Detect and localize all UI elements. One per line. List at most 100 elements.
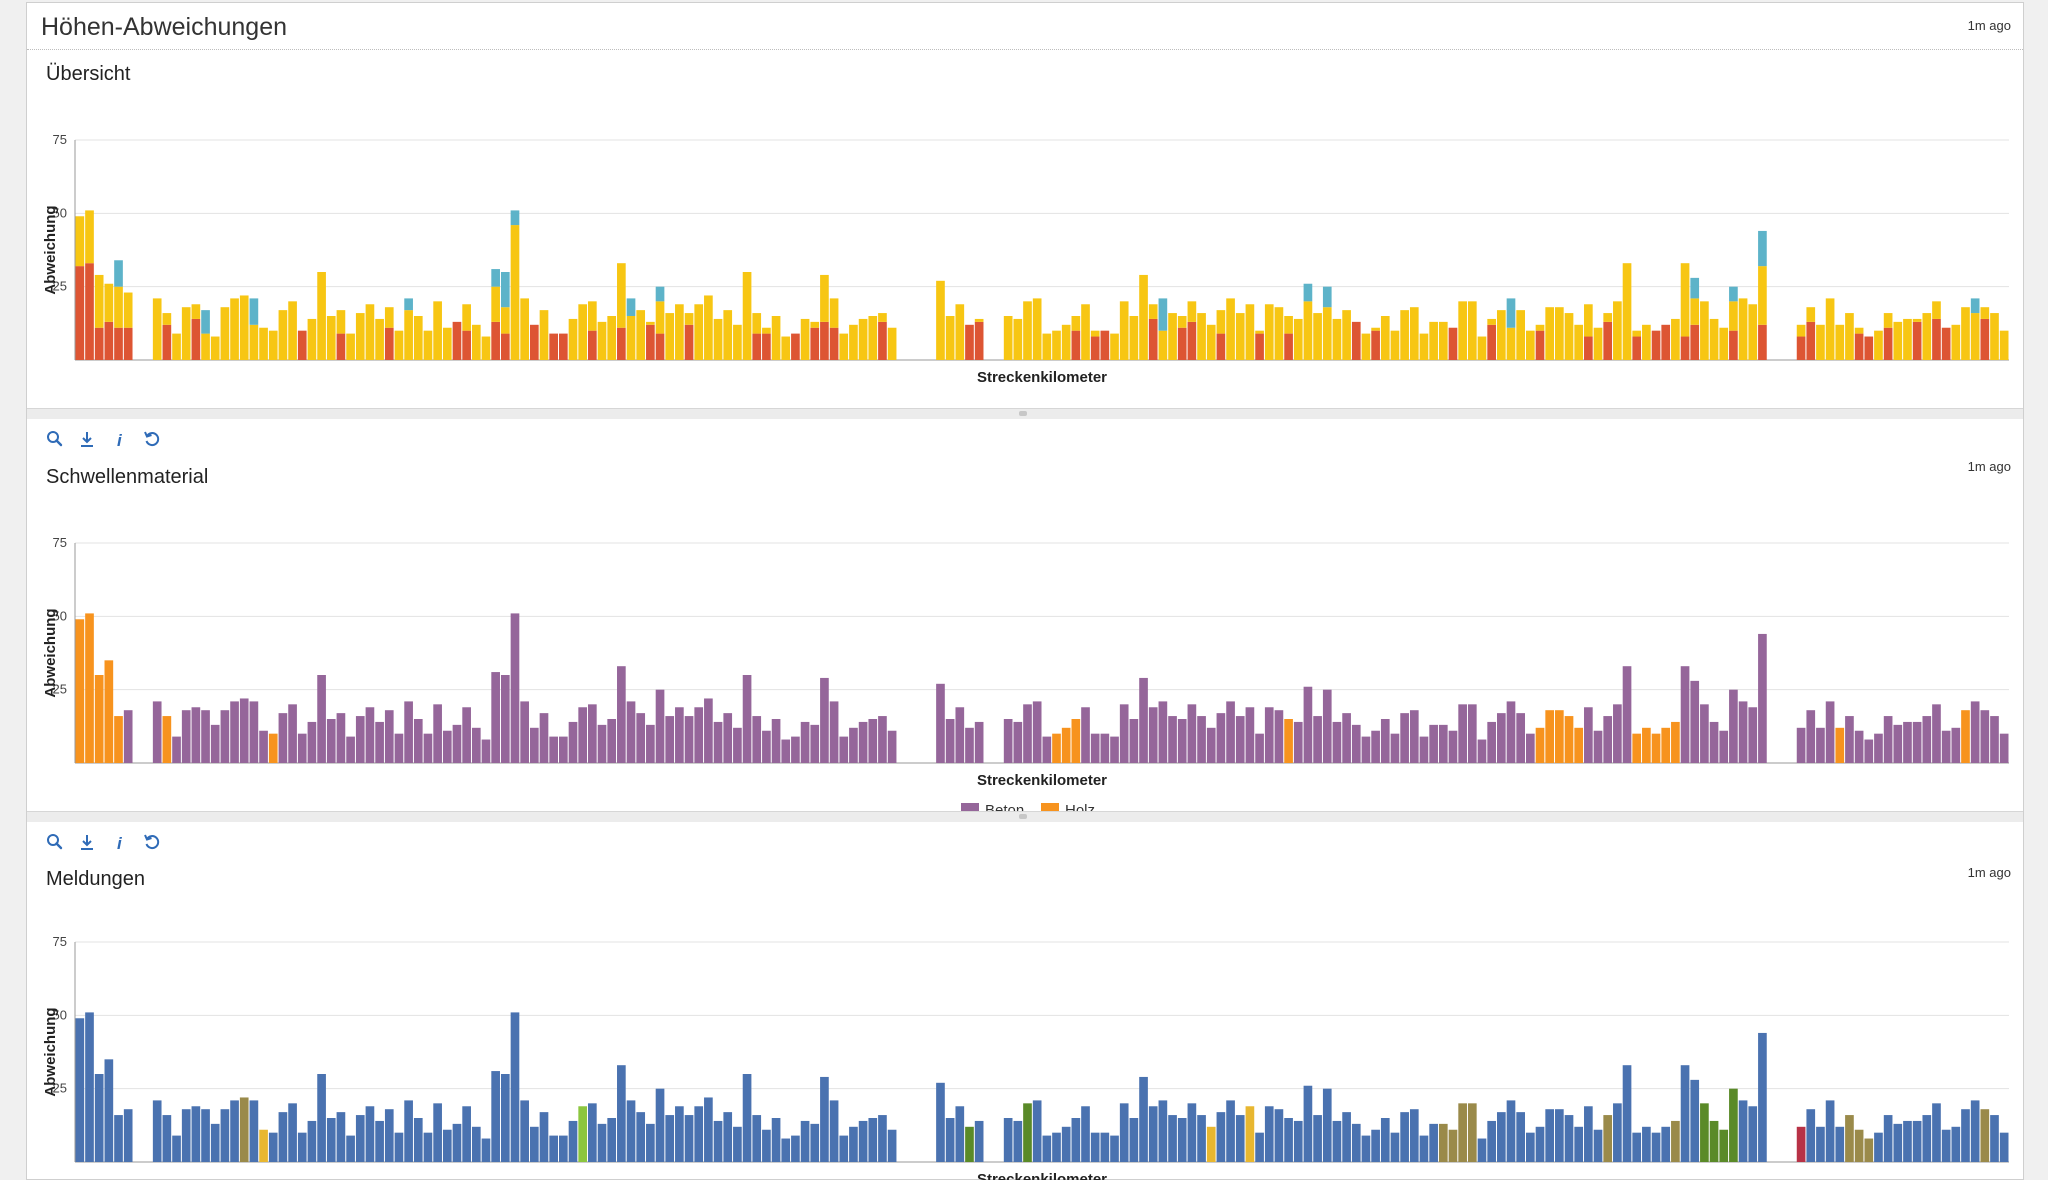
bar-laengs[interactable] [1903, 318, 1912, 360]
bar-meld_green[interactable] [1719, 1129, 1729, 1162]
bar-beton[interactable] [442, 730, 452, 763]
bar-laengs[interactable] [1013, 318, 1023, 360]
bar-meld_blue[interactable] [1574, 1126, 1584, 1162]
bar-holz[interactable] [162, 716, 172, 763]
bar-beton[interactable] [704, 698, 713, 763]
bar-meld_green[interactable] [1709, 1120, 1719, 1162]
bar-beton[interactable] [1458, 704, 1467, 763]
bar-beton[interactable] [646, 724, 655, 763]
bar-laengs[interactable] [220, 307, 230, 360]
bar-beton[interactable] [1922, 716, 1932, 763]
bar-gegenseitige[interactable] [1303, 283, 1313, 302]
bar-pfeil[interactable] [1148, 318, 1158, 360]
bar-meld_blue[interactable] [549, 1135, 558, 1162]
bar-meld_blue[interactable] [1139, 1076, 1148, 1162]
bar-beton[interactable] [462, 707, 471, 763]
bar-beton[interactable] [1999, 733, 2009, 763]
bar-meld_blue[interactable] [1361, 1135, 1371, 1162]
bar-holz[interactable] [1651, 733, 1661, 763]
bar-pfeil[interactable] [529, 324, 539, 360]
bar-meld_blue[interactable] [1642, 1126, 1651, 1162]
bar-beton[interactable] [317, 675, 326, 763]
bar-beton[interactable] [1990, 716, 1999, 763]
bar-meld_blue[interactable] [1806, 1109, 1816, 1162]
bar-beton[interactable] [1081, 707, 1090, 763]
bar-beton[interactable] [1293, 721, 1303, 763]
bar-meld_blue[interactable] [1081, 1106, 1090, 1162]
bar-meld_blue[interactable] [1835, 1126, 1845, 1162]
bar-beton[interactable] [1264, 707, 1274, 763]
bar-meld_blue[interactable] [1013, 1120, 1023, 1162]
bar-meld_blue[interactable] [1535, 1126, 1545, 1162]
bar-meld_blue[interactable] [336, 1112, 346, 1162]
bar-laengs[interactable] [1487, 318, 1496, 325]
bar-beton[interactable] [713, 721, 723, 763]
bar-meld_blue[interactable] [326, 1118, 336, 1162]
bar-meld_blue[interactable] [1651, 1132, 1661, 1162]
bar-meld_olive[interactable] [1854, 1129, 1864, 1162]
bar-beton[interactable] [1332, 721, 1342, 763]
bar-pfeil[interactable] [1941, 327, 1951, 360]
bar-laengs[interactable] [839, 333, 849, 360]
bar-laengs[interactable] [114, 286, 123, 328]
bar-beton[interactable] [1003, 719, 1013, 763]
bar-meld_blue[interactable] [1371, 1129, 1380, 1162]
bar-laengs[interactable] [404, 310, 413, 360]
bar-pfeil[interactable] [114, 327, 123, 360]
bar-meld_blue[interactable] [1177, 1118, 1187, 1162]
bar-meld_blue[interactable] [433, 1103, 442, 1162]
bar-beton[interactable] [1487, 721, 1496, 763]
bar-meld_blue[interactable] [1584, 1106, 1593, 1162]
bar-beton[interactable] [878, 716, 887, 763]
bar-meld_blue[interactable] [1941, 1129, 1951, 1162]
bar-meld_blue[interactable] [559, 1135, 568, 1162]
bar-pfeil[interactable] [94, 327, 104, 360]
bar-pfeil[interactable] [104, 321, 114, 360]
bar-laengs[interactable] [1332, 318, 1342, 360]
bar-beton[interactable] [152, 701, 162, 763]
bar-meld_blue[interactable] [1999, 1132, 2009, 1162]
bar-beton[interactable] [945, 719, 955, 763]
bar-beton[interactable] [1496, 713, 1506, 763]
bar-meld_olive[interactable] [239, 1097, 249, 1162]
bar-meld_blue[interactable] [491, 1071, 500, 1162]
bar-meld_olive[interactable] [1448, 1129, 1458, 1162]
bar-meld_blue[interactable] [675, 1106, 684, 1162]
bar-beton[interactable] [1177, 719, 1187, 763]
bar-pfeil[interactable] [1216, 333, 1226, 360]
bar-laengs[interactable] [1990, 313, 1999, 360]
bar-beton[interactable] [220, 710, 230, 763]
bar-holz[interactable] [1642, 727, 1651, 763]
bar-meld_blue[interactable] [1825, 1100, 1835, 1162]
bar-gegenseitige[interactable] [1690, 277, 1700, 299]
bar-laengs[interactable] [1371, 327, 1380, 331]
bar-holz[interactable] [1061, 727, 1071, 763]
bar-holz[interactable] [1632, 733, 1642, 763]
bar-laengs[interactable] [1845, 313, 1854, 360]
bar-laengs[interactable] [1313, 313, 1322, 360]
bar-laengs[interactable] [829, 298, 839, 328]
bar-laengs[interactable] [665, 313, 675, 360]
bar-meld_blue[interactable] [1187, 1103, 1197, 1162]
bar-holz[interactable] [104, 660, 114, 763]
bar-meld_blue[interactable] [1758, 1032, 1767, 1162]
bar-beton[interactable] [423, 733, 433, 763]
bar-meld_blue[interactable] [684, 1115, 694, 1162]
bar-gegenseitige[interactable] [114, 260, 123, 287]
bar-meld_blue[interactable] [481, 1138, 491, 1162]
bar-meld_blue[interactable] [1264, 1106, 1274, 1162]
bar-beton[interactable] [1748, 707, 1758, 763]
bar-meld_blue[interactable] [1303, 1085, 1313, 1162]
bar-meld_blue[interactable] [162, 1115, 172, 1162]
bar-beton[interactable] [1806, 710, 1816, 763]
bar-meld_blue[interactable] [1390, 1132, 1400, 1162]
bar-meld_olive[interactable] [1467, 1103, 1477, 1162]
bar-beton[interactable] [539, 713, 549, 763]
bar-beton[interactable] [326, 719, 336, 763]
bar-laengs[interactable] [181, 307, 191, 360]
bar-beton[interactable] [433, 704, 442, 763]
bar-meld_blue[interactable] [394, 1132, 404, 1162]
bar-laengs[interactable] [1274, 307, 1284, 360]
bar-meld_blue[interactable] [1526, 1132, 1535, 1162]
bar-beton[interactable] [307, 721, 317, 763]
